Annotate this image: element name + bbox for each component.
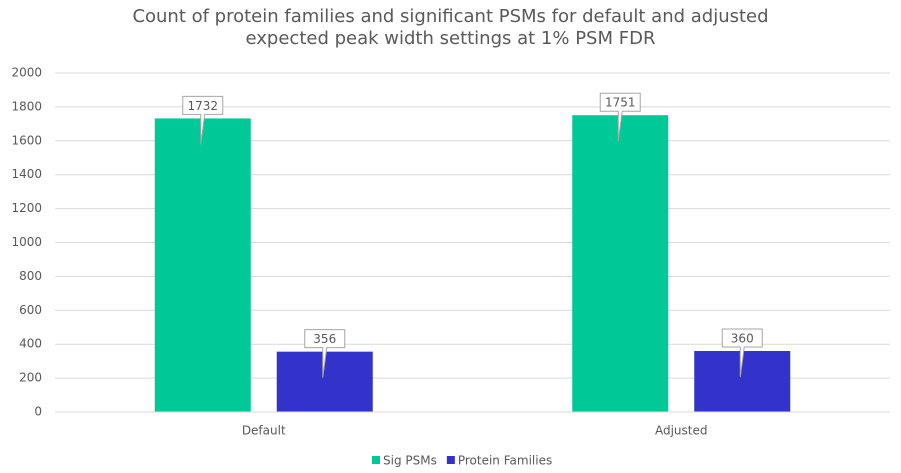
y-tick-label: 2000 [11,66,42,80]
legend-swatch [446,456,455,464]
y-tick-label: 1400 [11,167,42,181]
data-label-callout [721,328,763,378]
y-tick-label: 1000 [11,235,42,249]
x-tick-label: Adjusted [655,424,708,438]
data-label-callout [599,92,641,142]
y-tick-label: 400 [19,337,42,351]
y-tick-label: 200 [19,371,42,385]
legend-label: Protein Families [458,454,552,468]
legend-label: Sig PSMs [383,454,437,468]
y-tick-label: 1200 [11,201,42,215]
y-tick-label: 0 [34,405,42,419]
legend-swatch [372,456,380,464]
y-tick-label: 1600 [11,133,42,147]
bar [572,115,669,412]
data-label-callout [304,329,346,378]
y-tick-label: 600 [19,303,42,317]
x-tick-label: Default [242,424,286,438]
chart-title: Count of protein families and significan… [132,6,769,49]
data-label: 1732 [187,99,218,113]
bar [154,118,251,413]
data-label: 356 [313,332,336,346]
data-label: 360 [731,331,754,345]
data-label-callout [182,95,224,145]
y-tick-label: 1800 [11,99,42,113]
y-tick-label: 800 [19,269,42,283]
data-label: 1751 [605,96,636,110]
